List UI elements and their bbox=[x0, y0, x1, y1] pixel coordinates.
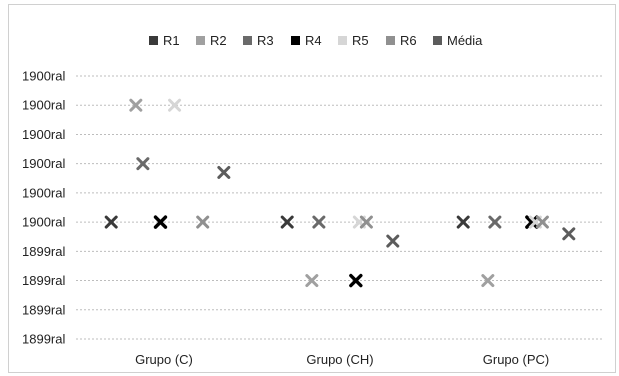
legend-swatch bbox=[338, 36, 347, 45]
y-tick-label: 1900ral bbox=[22, 127, 65, 142]
y-tick-label: 1899ral bbox=[22, 273, 65, 288]
legend: R1 R2 R3 R4 R5 R6 Média bbox=[149, 33, 483, 48]
legend-swatch bbox=[196, 36, 205, 45]
data-points: R1R1R1R2R2R2R3R3R3R4R4R4R5R5R5R6R6R6Médi… bbox=[104, 98, 576, 288]
data-point: R6 bbox=[535, 215, 549, 229]
chart-frame bbox=[8, 4, 616, 373]
data-point: R6 bbox=[359, 215, 373, 229]
legend-swatch bbox=[291, 36, 300, 45]
data-point: R6 bbox=[196, 215, 210, 229]
data-point: R1 bbox=[456, 215, 470, 229]
legend-swatch bbox=[386, 36, 395, 45]
y-tick-label: 1899ral bbox=[22, 244, 65, 259]
data-point: R1 bbox=[104, 215, 118, 229]
legend-label: R6 bbox=[400, 33, 417, 48]
data-point: R3 bbox=[488, 215, 502, 229]
data-point: R3 bbox=[312, 215, 326, 229]
data-point: R2 bbox=[305, 274, 319, 288]
legend-label: R2 bbox=[210, 33, 227, 48]
legend-label: R5 bbox=[352, 33, 369, 48]
legend-swatch bbox=[433, 36, 442, 45]
y-tick-label: 1899ral bbox=[22, 302, 65, 317]
y-tick-label: 1900ral bbox=[22, 185, 65, 200]
y-tick-label: 1900ral bbox=[22, 156, 65, 171]
data-point: R4 bbox=[349, 273, 363, 288]
y-tick-label: 1900ral bbox=[22, 69, 65, 84]
data-point: R2 bbox=[481, 274, 495, 288]
legend-swatch bbox=[149, 36, 158, 45]
x-category-label: Grupo (PC) bbox=[483, 352, 549, 367]
data-point: R4 bbox=[525, 215, 539, 229]
data-point: R4 bbox=[153, 215, 168, 229]
data-point: Média bbox=[386, 234, 400, 248]
data-point: R1 bbox=[280, 215, 294, 229]
x-category-label: Grupo (C) bbox=[135, 352, 193, 367]
legend-label: Média bbox=[447, 33, 483, 48]
x-axis-category-labels: Grupo (C) Grupo (CH) Grupo (PC) bbox=[135, 352, 549, 367]
data-point: Média bbox=[562, 227, 576, 241]
data-point: R3 bbox=[136, 157, 150, 171]
y-tick-label: 1900ral bbox=[22, 215, 65, 230]
data-point: Média bbox=[217, 165, 231, 179]
legend-label: R3 bbox=[257, 33, 274, 48]
data-point: R5 bbox=[168, 98, 182, 112]
x-category-label: Grupo (CH) bbox=[306, 352, 373, 367]
y-tick-label: 1900ral bbox=[22, 98, 65, 113]
y-tick-label: 1899ral bbox=[22, 332, 65, 347]
gridlines bbox=[76, 75, 604, 340]
legend-label: R1 bbox=[163, 33, 180, 48]
legend-label: R4 bbox=[305, 33, 322, 48]
legend-swatch bbox=[243, 36, 252, 45]
data-point: R2 bbox=[129, 98, 143, 112]
y-axis-tick-labels: 1900ral 1900ral 1900ral 1900ral 1900ral 1900r… bbox=[22, 69, 65, 347]
